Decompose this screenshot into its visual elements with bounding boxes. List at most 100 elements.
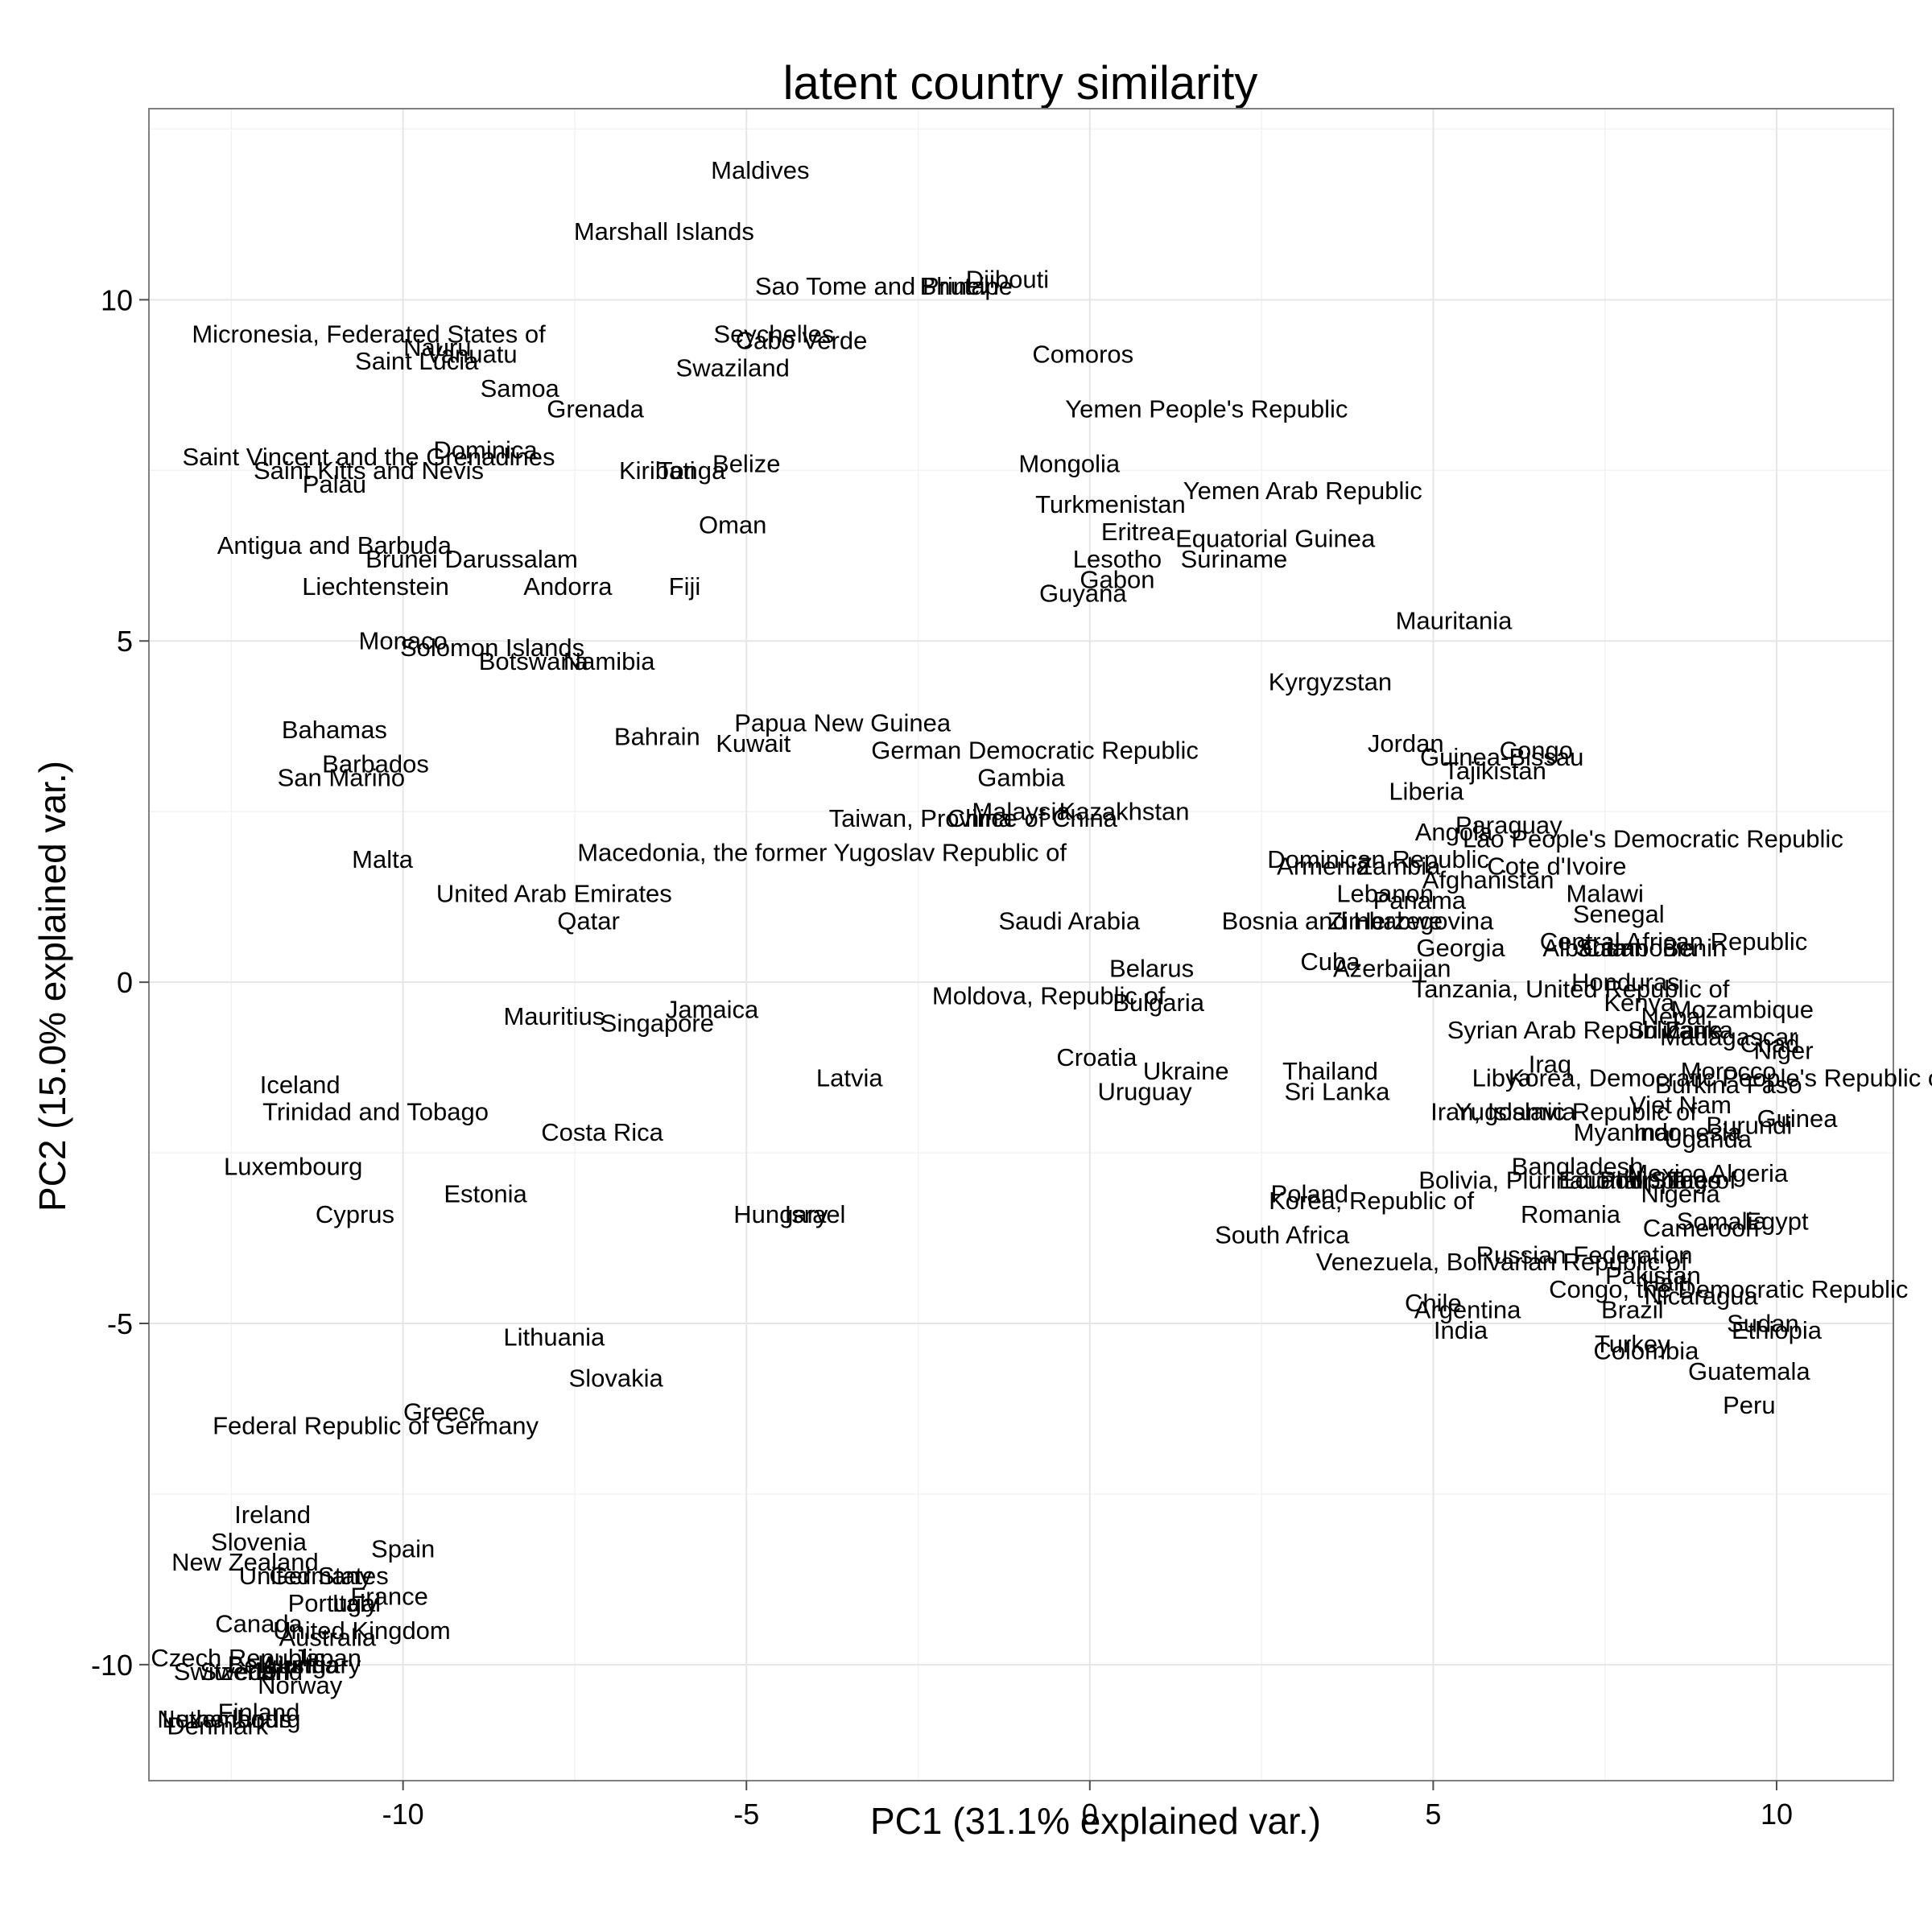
point-label: Kiribati [619,456,696,485]
point-label: Chad [1740,1030,1799,1058]
point-label: Cuba [1300,947,1360,976]
point-label: Norway [258,1671,343,1699]
point-label: Hungary [266,1650,361,1678]
point-label: Djibouti [966,265,1049,293]
point-label: Ukraine [1143,1057,1229,1085]
y-tick-label: 0 [117,966,133,999]
point-label: Lebanon [1336,879,1434,907]
point-label: Saudi Arabia [998,906,1141,935]
point-label: Kuwait [716,729,791,758]
point-label: Libya [1472,1063,1533,1092]
point-label: Nicaragua [1644,1282,1758,1311]
point-label: Cambodia [1583,934,1697,962]
point-label: Tajikistan [1443,757,1546,785]
point-label: Palau [303,470,366,498]
point-label: South Africa [1215,1220,1350,1249]
x-tick-label: -10 [382,1798,424,1831]
point-label: United Arab Emirates [436,879,672,907]
point-label: Sudan [1727,1310,1799,1338]
point-label: Tonga [658,456,726,485]
point-label: Armenia [1277,852,1370,881]
point-label: United States [239,1562,389,1590]
point-label: Greece [403,1398,485,1426]
point-label: Japan [294,1644,361,1672]
point-label: Lao People's Democratic Republic [1463,825,1843,853]
point-label: Kyrgyzstan [1269,668,1392,696]
point-label: Mauritania [1396,606,1513,634]
x-tick-label: -5 [733,1798,759,1831]
point-label: Austria [261,1650,339,1678]
point-label: Switzerland [174,1657,303,1686]
point-label: Malaysia [972,798,1071,826]
point-label: Liberia [1389,777,1464,805]
point-label: Slovakia [569,1364,664,1392]
point-label: Bahrain [614,722,700,750]
point-label: Azerbaijan [1333,955,1451,983]
point-label: Turkey [1595,1330,1670,1358]
point-label: Egypt [1744,1207,1809,1235]
point-label: Taiwan, Province of China [829,804,1118,832]
point-label: Korea, Republic of [1269,1187,1474,1215]
point-label: Thailand [1282,1057,1378,1085]
point-label: Swaziland [676,354,790,382]
point-label: Namibia [564,647,655,675]
point-label: Portugal [288,1589,381,1617]
point-label: Slovenia [211,1528,308,1556]
point-label: Guinea [1757,1104,1839,1133]
point-label: Colombia [1593,1336,1699,1364]
point-label: Trinidad and Tobago [262,1098,489,1126]
point-label: India [1434,1316,1488,1344]
point-label: Algeria [1711,1159,1789,1187]
point-label: Venezuela, Bolivarian Republic of [1316,1248,1688,1276]
point-label: Poland [1271,1179,1349,1208]
point-label: Fiji [669,572,701,601]
point-label: Sudan [1575,934,1648,962]
point-label: Belize [712,449,780,477]
point-label: Federal Republic of Germany [213,1412,539,1440]
point-label: Congo [1500,736,1573,764]
point-label: Czech Republic [151,1644,325,1672]
point-label: Malta [352,845,414,873]
point-label: Grenada [547,395,644,423]
point-label: Spain [371,1534,435,1563]
point-label: Senegal [1573,900,1665,928]
point-label: Germany [270,1562,373,1590]
point-label: Albania [1542,934,1626,962]
point-label: Nigeria [1641,1179,1720,1208]
point-label: Niger [1753,1036,1813,1064]
point-label: Finland [218,1699,300,1727]
point-label: Monaco [359,627,448,655]
point-label: Croatia [1056,1043,1137,1071]
point-label: Pakistan [1605,1261,1701,1290]
point-label: Sri Lanka [1628,1016,1734,1044]
point-label: Madagascar [1660,1022,1798,1051]
point-label: Yemen Arab Republic [1183,477,1422,505]
point-label: Haiti [1641,1269,1691,1297]
point-label: Bangladesh [1512,1153,1644,1181]
point-label: Singapore [601,1009,714,1037]
point-label: Georgia [1416,934,1505,962]
point-label: Lesotho [1073,545,1162,573]
point-label: Jordan [1368,729,1444,758]
point-label: Argentina [1414,1296,1521,1324]
point-label: Uruguay [1097,1077,1192,1105]
point-label: Comoros [1032,341,1133,369]
x-tick-label: 0 [1082,1798,1098,1831]
point-label: Bulgaria [1113,989,1204,1017]
point-label: Australia [279,1623,377,1651]
point-label: Seychelles [713,320,834,348]
point-label: Cyprus [316,1200,394,1228]
point-label: Denmark [167,1712,268,1740]
point-label: Barbados [322,749,429,778]
major-gridlines [149,109,1893,1781]
point-label: Viet Nam [1629,1091,1732,1119]
point-label: Marshall Islands [574,217,754,246]
point-label: Bolivia, Plurinational State of [1418,1166,1736,1194]
point-label: Solomon Islands [400,634,584,662]
point-label: Brazil [1601,1296,1664,1324]
point-label: Belarus [1109,955,1194,983]
point-label: Yemen People's Republic [1065,395,1348,423]
point-label: Romania [1521,1200,1621,1228]
point-label: Maldives [711,156,809,184]
